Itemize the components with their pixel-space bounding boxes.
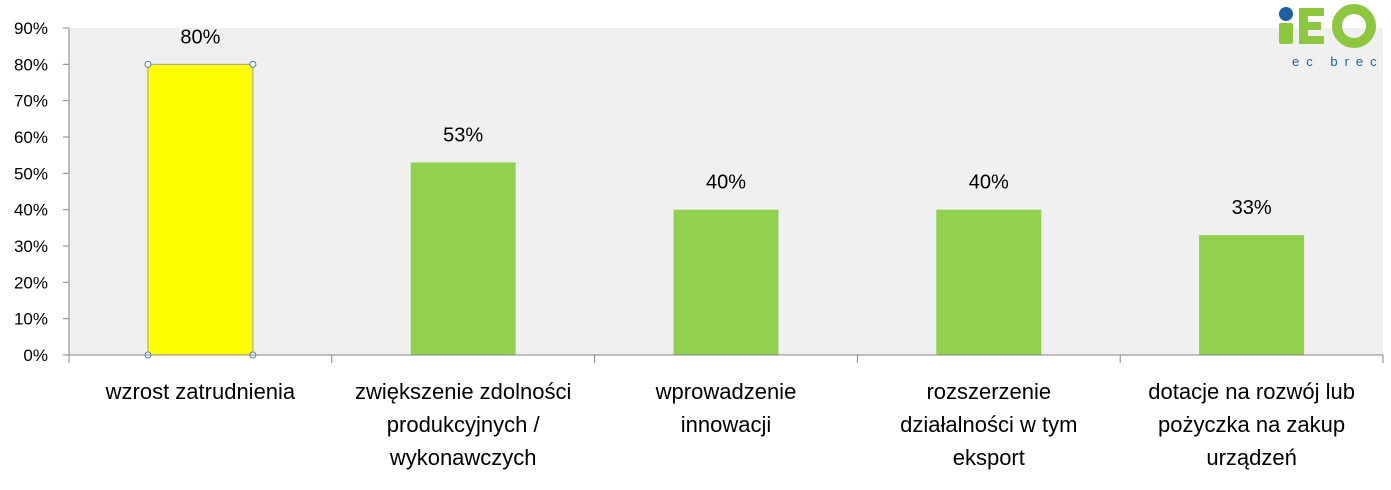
logo-letter-i [1279, 23, 1293, 44]
data-label: 80% [180, 26, 220, 48]
y-tick-label: 60% [14, 128, 48, 147]
logo-dot [1279, 7, 1293, 21]
x-tick-label-line: rozszerzenie [926, 379, 1051, 404]
selection-handle[interactable] [249, 60, 257, 68]
x-tick-label: wprowadzenie innowacji [655, 379, 797, 437]
bar [1199, 235, 1305, 355]
data-label: 53% [443, 124, 483, 146]
x-tick-label-line: wprowadzenie [655, 379, 797, 404]
y-tick-label: 80% [14, 55, 48, 74]
bars: 80% 53% 40% 40% 33% [144, 26, 1305, 359]
x-axis: wzrost zatrudnienia zwiększenie zdolności… [68, 354, 1384, 470]
x-tick-label-line: urządzeń [1206, 445, 1297, 470]
data-label: 33% [1232, 197, 1272, 219]
bar [147, 63, 254, 356]
x-tick-label-line: produkcyjnych / [387, 412, 541, 437]
ieo-logo: ec brec [1279, 4, 1384, 69]
x-tick-label-line: pożyczka na zakup [1158, 412, 1345, 437]
x-tick-label: dotacje na rozwój lub pożyczka na zakup ur… [1148, 379, 1355, 470]
selection-handle[interactable] [144, 60, 152, 68]
y-tick-label: 90% [14, 19, 48, 38]
data-label: 40% [706, 172, 746, 194]
y-axis: 0% 10% 20% 30% 40% 50% 60% 70% 80% 90% [14, 19, 70, 365]
y-tick-label: 70% [14, 92, 48, 111]
x-tick-label-line: dotacje na rozwój lub [1148, 379, 1355, 404]
x-tick-label-line: eksport [953, 445, 1025, 470]
y-tick-label: 30% [14, 237, 48, 256]
y-tick-label: 40% [14, 201, 48, 220]
x-tick-label-line: innowacji [681, 412, 772, 437]
x-tick-label-line: działalności w tym [900, 412, 1077, 437]
y-tick-label: 20% [14, 273, 48, 292]
y-tick-label: 50% [14, 164, 48, 183]
logo-letter-o [1332, 4, 1376, 48]
y-tick-label: 10% [14, 310, 48, 329]
logo-text: ec brec [1292, 54, 1384, 69]
x-tick-label: rozszerzenie działalności w tym eksport [900, 379, 1077, 470]
x-tick-label-line: zwiększenie zdolności [355, 379, 571, 404]
x-tick-label: zwiększenie zdolności produkcyjnych / wyko… [355, 379, 571, 470]
y-tick-label: 0% [23, 346, 48, 365]
x-tick-label-line: wzrost zatrudnienia [105, 379, 296, 404]
x-tick-label: wzrost zatrudnienia [105, 379, 296, 404]
logo-letter-e [1299, 8, 1324, 44]
bar [936, 209, 1042, 355]
bar [673, 209, 779, 355]
x-tick-label-line: wykonawczych [389, 445, 537, 470]
bar [410, 162, 516, 355]
data-label: 40% [969, 172, 1009, 194]
